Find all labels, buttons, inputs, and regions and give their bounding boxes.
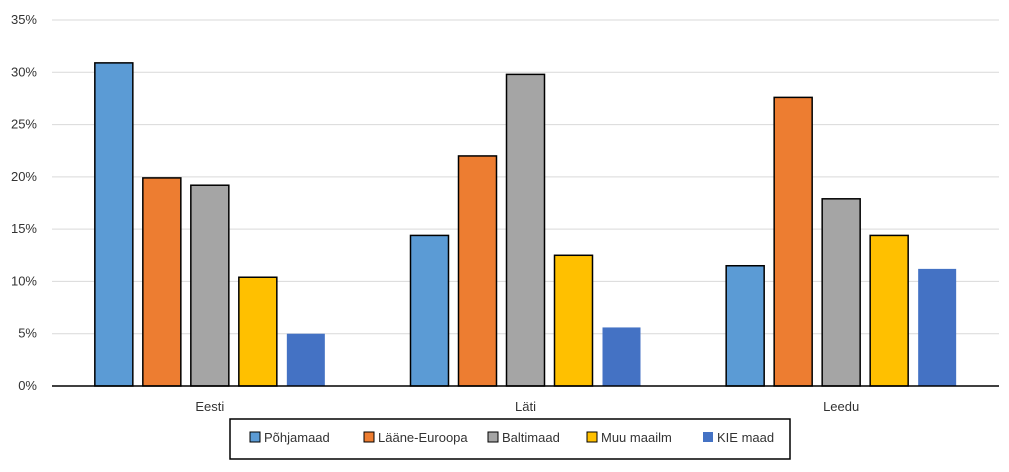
y-tick-label: 25%: [11, 117, 37, 132]
bar-leedu-2: [821, 198, 861, 387]
x-category-label: Eesti: [195, 399, 224, 414]
bar-eesti-4: [286, 333, 325, 386]
legend: Põhjamaad Lääne-Euroopa Baltimaad Muu maail…: [229, 418, 791, 460]
legend-label: Baltimaad: [502, 430, 560, 445]
bars: [94, 62, 957, 387]
bar-läti-3: [553, 254, 594, 387]
x-category-label: Leedu: [823, 399, 859, 414]
y-axis-ticks: 0% 5% 10% 15% 20% 25% 30% 35%: [11, 12, 37, 393]
bar-läti-2: [505, 73, 546, 387]
bar-eesti-2: [190, 184, 230, 387]
legend-label: Põhjamaad: [264, 430, 330, 445]
legend-label: Muu maailm: [601, 430, 672, 445]
bar-leedu-4: [918, 268, 957, 386]
legend-swatch: [363, 431, 375, 443]
y-tick-label: 35%: [11, 12, 37, 27]
x-category-label: Läti: [515, 399, 536, 414]
legend-swatch: [249, 431, 261, 443]
bar-leedu-1: [773, 96, 813, 387]
bar-läti-1: [457, 155, 498, 387]
y-tick-label: 30%: [11, 64, 37, 79]
bar-leedu-3: [869, 234, 909, 387]
legend-box: [229, 418, 791, 460]
y-tick-label: 20%: [11, 169, 37, 184]
bar-leedu-0: [725, 264, 765, 387]
legend-label: Lääne-Euroopa: [378, 430, 468, 445]
legend-swatch: [703, 432, 713, 442]
bar-läti-4: [602, 327, 641, 386]
bar-eesti-1: [142, 177, 182, 387]
legend-swatch: [487, 431, 499, 443]
x-axis-labels: Eesti Läti Leedu: [195, 399, 859, 414]
legend-swatch: [586, 431, 598, 443]
y-tick-label: 15%: [11, 221, 37, 236]
bar-läti-0: [409, 234, 450, 387]
legend-label: KIE maad: [717, 430, 774, 445]
y-tick-label: 0%: [18, 378, 37, 393]
y-tick-label: 5%: [18, 326, 37, 341]
bar-eesti-3: [238, 276, 278, 387]
bar-eesti-0: [94, 62, 134, 387]
y-tick-label: 10%: [11, 273, 37, 288]
